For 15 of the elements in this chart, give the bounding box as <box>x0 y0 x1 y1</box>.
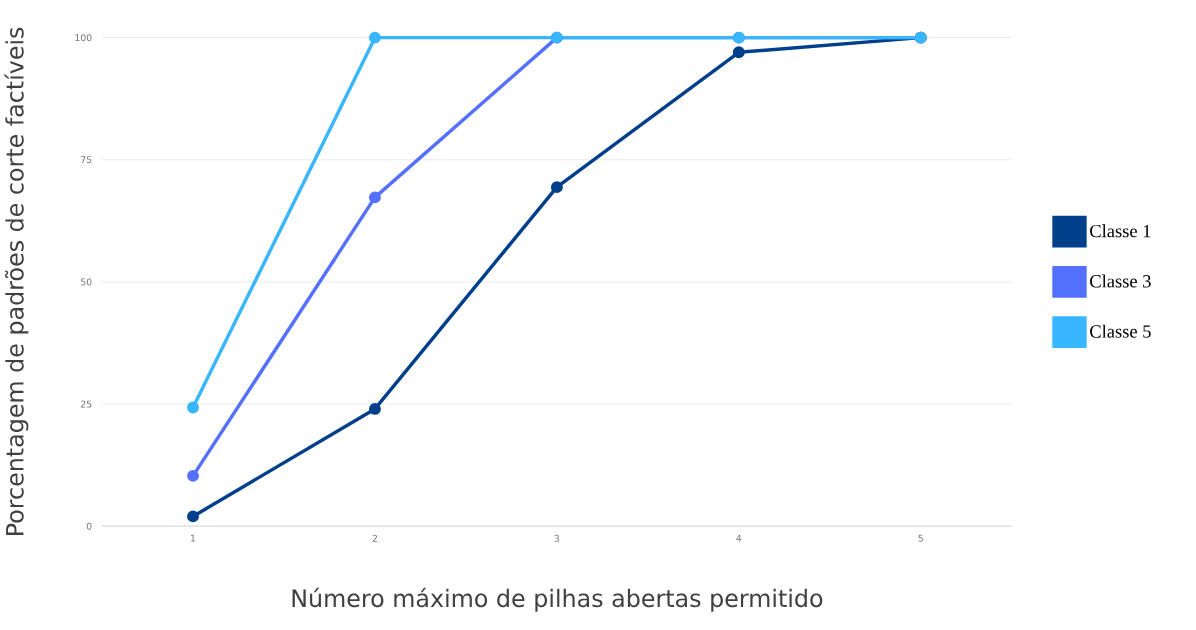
y-tick-label: 0 <box>86 522 92 530</box>
x-tick-label: 5 <box>918 534 923 542</box>
y-tick-label: 75 <box>81 156 92 164</box>
legend-label: Classe 1 <box>1090 224 1151 238</box>
x-axis-title: Número máximo de pilhas abertas permitido <box>292 587 823 612</box>
legend-label: Classe 3 <box>1090 274 1151 288</box>
x-tick-label: 4 <box>736 534 742 542</box>
y-axis-title: Porcentagem de padrões de corte factíveis <box>4 27 29 535</box>
x-tick-label: 1 <box>191 534 196 542</box>
y-tick-label: 25 <box>81 400 92 408</box>
y-tick-label: 50 <box>81 278 92 286</box>
x-tick-label: 2 <box>372 534 377 542</box>
x-tick-label: 3 <box>554 534 560 542</box>
legend-label: Classe 5 <box>1090 324 1151 338</box>
y-tick-label: 100 <box>75 34 92 42</box>
